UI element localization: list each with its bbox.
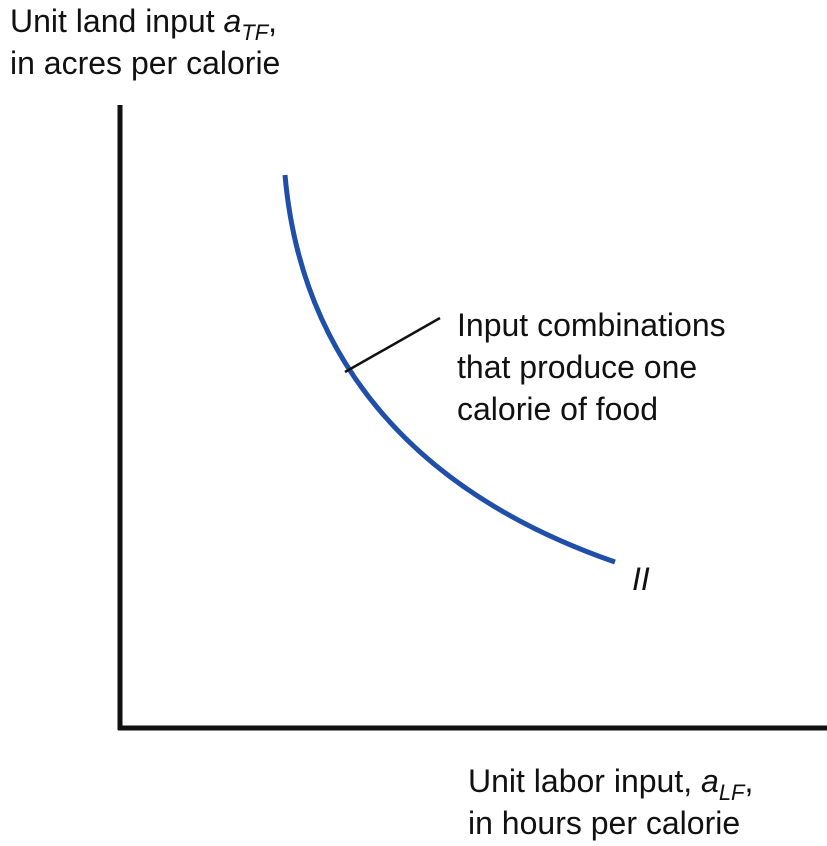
x-axis-text: Unit labor input, <box>468 763 701 799</box>
annotation-line: Input combinations <box>457 307 726 343</box>
y-axis-text: Unit land input <box>10 3 223 39</box>
y-axis-label-line2: in acres per calorie <box>10 45 280 81</box>
annotation-line: that produce one <box>457 349 697 385</box>
y-axis-variable: a <box>223 3 241 39</box>
curve-label: II <box>632 561 650 597</box>
annotation-line: calorie of food <box>457 391 658 427</box>
x-axis-label-line1: Unit labor input, aLF, <box>468 763 753 805</box>
isoquant-curve <box>282 174 616 565</box>
x-axis-suffix: , <box>745 763 754 799</box>
y-axis-suffix: , <box>268 3 277 39</box>
leader-line <box>344 316 441 374</box>
x-axis-subscript: LF <box>719 780 746 805</box>
x-axis-label-line2: in hours per calorie <box>468 805 740 841</box>
x-axis-variable: a <box>701 763 719 799</box>
y-axis-label-line1: Unit land input aTF, <box>10 3 277 45</box>
y-axis-subscript: TF <box>241 20 269 45</box>
